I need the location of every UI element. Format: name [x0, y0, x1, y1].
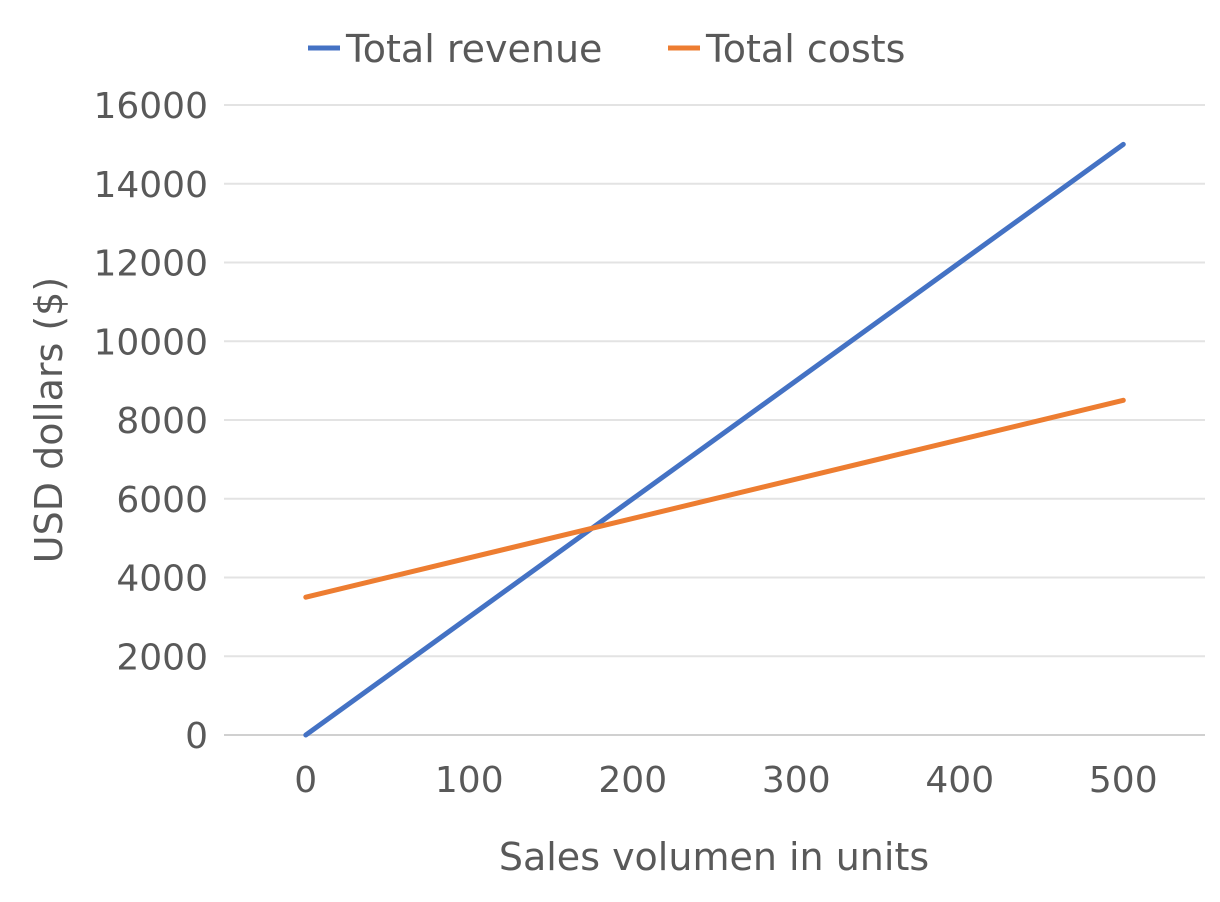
y-axis-title: USD dollars ($) — [27, 277, 71, 563]
y-tick-label: 16000 — [93, 86, 208, 127]
x-axis-ticks: 0 100 200 300 400 500 — [294, 760, 1157, 801]
y-tick-label: 8000 — [116, 401, 208, 442]
legend: Total revenue Total costs — [308, 27, 905, 71]
y-tick-label: 6000 — [116, 480, 208, 521]
y-tick-label: 0 — [185, 716, 208, 757]
gridlines — [224, 104, 1205, 736]
y-tick-label: 4000 — [116, 559, 208, 600]
x-axis-title: Sales volumen in units — [499, 835, 929, 879]
series-line-total-revenue — [303, 141, 1126, 738]
y-axis-ticks: 0 2000 4000 6000 8000 10000 12000 14000 16000 — [93, 86, 208, 757]
x-tick-label: 400 — [925, 760, 994, 801]
series-line-total-costs — [303, 397, 1126, 600]
x-tick-label: 0 — [294, 760, 317, 801]
x-tick-label: 200 — [598, 760, 667, 801]
y-tick-label: 10000 — [93, 322, 208, 363]
series-lines — [303, 141, 1126, 738]
x-tick-label: 300 — [762, 760, 831, 801]
y-tick-label: 12000 — [93, 244, 208, 285]
x-tick-label: 500 — [1089, 760, 1158, 801]
y-tick-label: 2000 — [116, 637, 208, 678]
legend-label-total-revenue: Total revenue — [345, 27, 602, 71]
y-tick-label: 14000 — [93, 165, 208, 206]
x-tick-label: 100 — [435, 760, 504, 801]
legend-label-total-costs: Total costs — [705, 27, 905, 71]
